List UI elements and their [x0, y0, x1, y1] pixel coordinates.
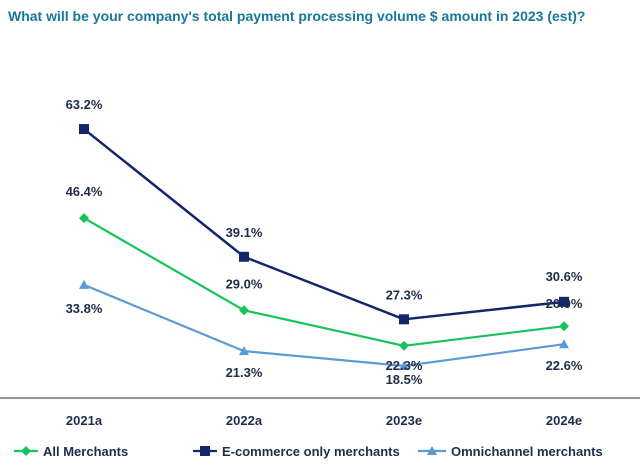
- series-line-1: [83, 128, 565, 321]
- series-line-0: [83, 217, 565, 347]
- data-point-2-0: [79, 279, 89, 289]
- data-label-1-3: 30.6%: [546, 269, 583, 284]
- data-point-1-2: [399, 314, 409, 325]
- data-point-1-0: [79, 124, 89, 135]
- data-label-0-2: 22.3%: [386, 358, 423, 373]
- data-label-0-0: 46.4%: [66, 184, 103, 199]
- series-line-2: [83, 283, 565, 368]
- x-tick-label: 2022a: [226, 413, 263, 428]
- data-label-2-3: 22.6%: [546, 358, 583, 373]
- data-point-2-2: [399, 360, 409, 370]
- data-label-2-0: 33.8%: [66, 301, 103, 316]
- legend-marker-1: [200, 446, 210, 456]
- data-point-2-1: [239, 346, 249, 356]
- legend: All Merchants E-commerce only merchants Om…: [14, 444, 603, 459]
- series-layer: [79, 124, 569, 370]
- legend-label-0: All Merchants: [43, 444, 128, 459]
- data-label-1-1: 39.1%: [226, 225, 263, 240]
- x-tick-label: 2023e: [386, 413, 422, 428]
- x-tick-layer: 2021a 2022a 2023e 2024e: [66, 413, 582, 428]
- x-tick-label: 2024e: [546, 413, 582, 428]
- data-point-2-3: [559, 339, 569, 349]
- legend-marker-2: [427, 446, 437, 455]
- data-point-0-2: [399, 340, 409, 351]
- data-label-1-2: 27.3%: [386, 287, 423, 302]
- data-point-1-3: [559, 296, 569, 307]
- x-tick-label: 2021a: [66, 413, 103, 428]
- legend-marker-0: [21, 446, 31, 456]
- data-label-1-0: 63.2%: [66, 97, 103, 112]
- data-label-0-3: 26.0%: [546, 296, 583, 311]
- data-point-0-1: [239, 305, 249, 316]
- data-point-0-0: [79, 213, 89, 224]
- data-label-0-1: 29.0%: [226, 276, 263, 291]
- data-label-2-1: 21.3%: [226, 365, 263, 380]
- legend-label-2: Omnichannel merchants: [451, 444, 603, 459]
- data-point-0-3: [559, 321, 569, 332]
- legend-label-1: E-commerce only merchants: [222, 444, 400, 459]
- data-label-layer: 46.4% 29.0% 22.3% 26.0% 63.2% 39.1% 27.3% 30.6%…: [66, 97, 583, 387]
- chart-title: What will be your company's total paymen…: [8, 8, 586, 24]
- data-label-2-2: 18.5%: [386, 372, 423, 387]
- data-point-1-1: [239, 251, 249, 262]
